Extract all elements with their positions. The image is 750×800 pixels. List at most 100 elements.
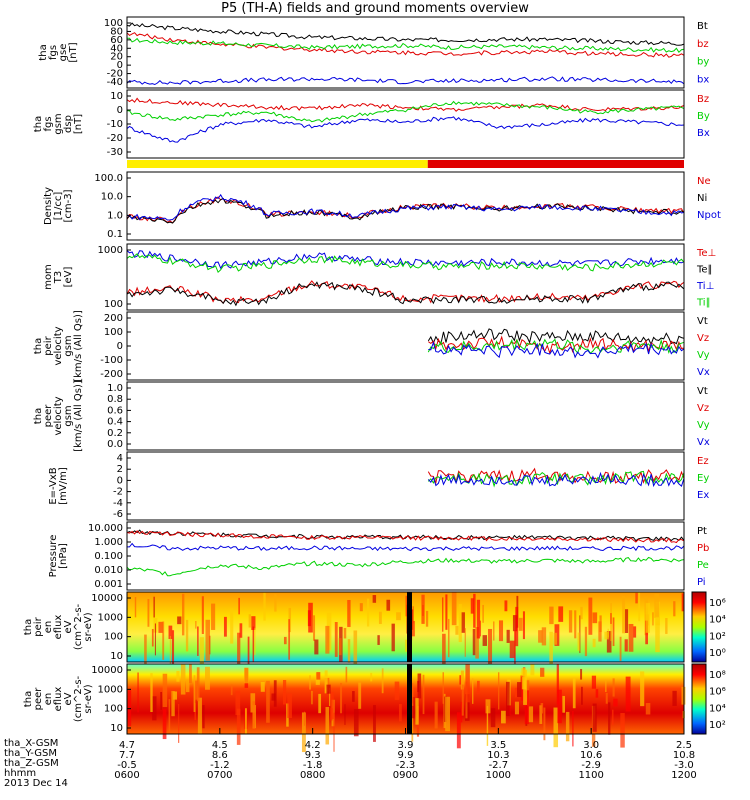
spectrogram-stripe	[640, 671, 645, 707]
y-tick-label: 4	[117, 453, 123, 464]
y-axis-label-fgs_gsm: tha fgs gsm dsp [nT]	[33, 113, 84, 134]
panel-frame-temperature	[126, 243, 685, 311]
panel-frame-peer_velocity	[126, 381, 685, 451]
spectrogram-stripe	[154, 623, 156, 656]
series-line-by	[127, 37, 685, 53]
spectrogram-stripe	[151, 628, 154, 647]
spectrogram-stripe	[625, 676, 631, 712]
legend-Pb: Pb	[697, 543, 709, 554]
spectrogram-stripe	[410, 620, 415, 637]
spectrogram-stripe	[447, 618, 450, 658]
spectrogram-stripe	[442, 633, 446, 674]
y-tick-label: 100	[104, 327, 123, 338]
y-axis-label-line: [nT]	[68, 42, 79, 62]
legend-Vx: Vx	[697, 437, 710, 448]
spectrogram-stripe	[522, 611, 525, 640]
data-gap-marker	[407, 592, 412, 662]
spectrogram-stripe	[579, 615, 581, 654]
y-axis-label-peir_spec: tha peir en eflux eV (cm^2-s-sr-eV)	[23, 603, 94, 650]
x-tick-label-y_gsm: 8.6	[212, 750, 228, 761]
spectrogram-stripe	[248, 614, 251, 628]
spectrogram-stripe	[524, 690, 530, 725]
legend-Ne: Ne	[697, 176, 711, 187]
legend-bz: bz	[697, 39, 709, 50]
spectrogram-stripe	[445, 594, 448, 630]
x-tick-label-z_gsm: -2.9	[581, 760, 601, 771]
spectrogram-stripe	[185, 679, 190, 693]
y-axis-label-line: tha	[23, 619, 34, 635]
spectrogram-stripe	[343, 628, 347, 639]
spectrogram-stripe	[549, 606, 554, 625]
spectrogram-stripe	[239, 623, 243, 638]
spectrogram-stripe	[490, 708, 496, 728]
spectrogram-stripe	[608, 702, 611, 735]
y-tick-label: 40	[110, 43, 123, 54]
colorbar-tick-label: 10²	[709, 631, 726, 642]
spectrogram-stripe	[562, 695, 566, 713]
spectrogram-stripe	[442, 672, 444, 704]
data-gap-marker	[407, 664, 412, 734]
y-tick-label: 100.0	[94, 173, 123, 184]
y-axis-label-density: Density [1/cc] [cm-3]	[43, 187, 74, 225]
spectrogram-stripe	[612, 617, 615, 647]
legend-Te⊥: Te⊥	[696, 248, 716, 259]
spectrogram-stripe	[665, 618, 668, 634]
spectrogram-stripe	[398, 704, 402, 722]
y-axis-label-line: eflux	[53, 615, 64, 640]
spectrogram-stripe	[318, 693, 322, 714]
series-line-Pt	[126, 529, 685, 542]
x-tick-label-hhmm: 1200	[671, 770, 696, 781]
legend-Bx: Bx	[697, 128, 710, 139]
y-axis-label-line: gsm	[63, 335, 74, 356]
spectrogram-stripe	[479, 620, 481, 637]
spectrogram-stripe	[177, 616, 182, 625]
spectrogram-stripe	[464, 628, 466, 657]
y-tick-label: 0	[117, 475, 123, 486]
spectrogram-stripe	[176, 670, 180, 682]
spectrogram-stripe	[411, 703, 414, 742]
spectrogram-stripe	[245, 708, 247, 734]
spectrogram-stripe	[501, 710, 506, 724]
x-tick-label-z_gsm: -1.8	[303, 760, 323, 771]
y-axis-label-temperature: mom T3 [eV]	[43, 264, 74, 290]
spectrogram-stripe	[540, 703, 544, 714]
spectrogram-stripe	[162, 708, 167, 740]
spectrogram-stripe	[237, 632, 241, 668]
series-line-Ni	[126, 197, 685, 224]
spectrogram-stripe	[169, 635, 171, 671]
series-line-Ne	[126, 196, 685, 224]
y-tick-label: 2	[117, 464, 123, 475]
spectrogram-stripe	[421, 594, 425, 624]
y-tick-label: -20	[107, 69, 123, 80]
spectrogram-stripe	[652, 612, 654, 626]
x-tick-label-x_gsm: 3.5	[490, 740, 506, 751]
spectrogram-stripe	[514, 701, 520, 715]
spectrogram-stripe	[592, 638, 596, 648]
y-tick-label: 10000	[91, 665, 123, 676]
spectrogram-stripe	[514, 687, 519, 698]
y-axis-label-line: en	[43, 693, 54, 706]
legend-Vz: Vz	[697, 333, 709, 344]
panel-frame-peir_velocity	[126, 311, 685, 381]
legend-Vx: Vx	[697, 367, 710, 378]
x-tick-label-x_gsm: 4.7	[119, 740, 135, 751]
y-tick-label: -6	[113, 509, 123, 520]
spectrogram-stripe	[394, 681, 400, 700]
series-line-Bt	[126, 22, 685, 46]
series-line-Bz	[126, 97, 685, 112]
spectrogram-stripe	[558, 606, 564, 622]
y-axis-label-line: gse	[58, 44, 69, 62]
spectrogram-stripe	[681, 686, 686, 705]
y-axis-label-line: [km/s (All Qs)]	[73, 310, 84, 382]
spectrogram-stripe	[572, 678, 576, 709]
spectrogram-stripe	[330, 691, 334, 719]
spectrogram-stripe	[333, 712, 335, 752]
spectrogram-stripe	[263, 592, 266, 621]
spectrogram-stripe	[344, 704, 346, 725]
x-axis-row-labels: tha_X-GSM tha_Y-GSM tha_Z-GSM hhmm 2013 …	[4, 739, 68, 789]
y-tick-label: 10000	[91, 593, 123, 604]
spectrogram-stripe	[506, 681, 510, 716]
y-axis-label-line: eV	[63, 620, 74, 633]
spectrogram-stripe	[366, 598, 370, 627]
spectrogram-stripe	[543, 707, 546, 741]
